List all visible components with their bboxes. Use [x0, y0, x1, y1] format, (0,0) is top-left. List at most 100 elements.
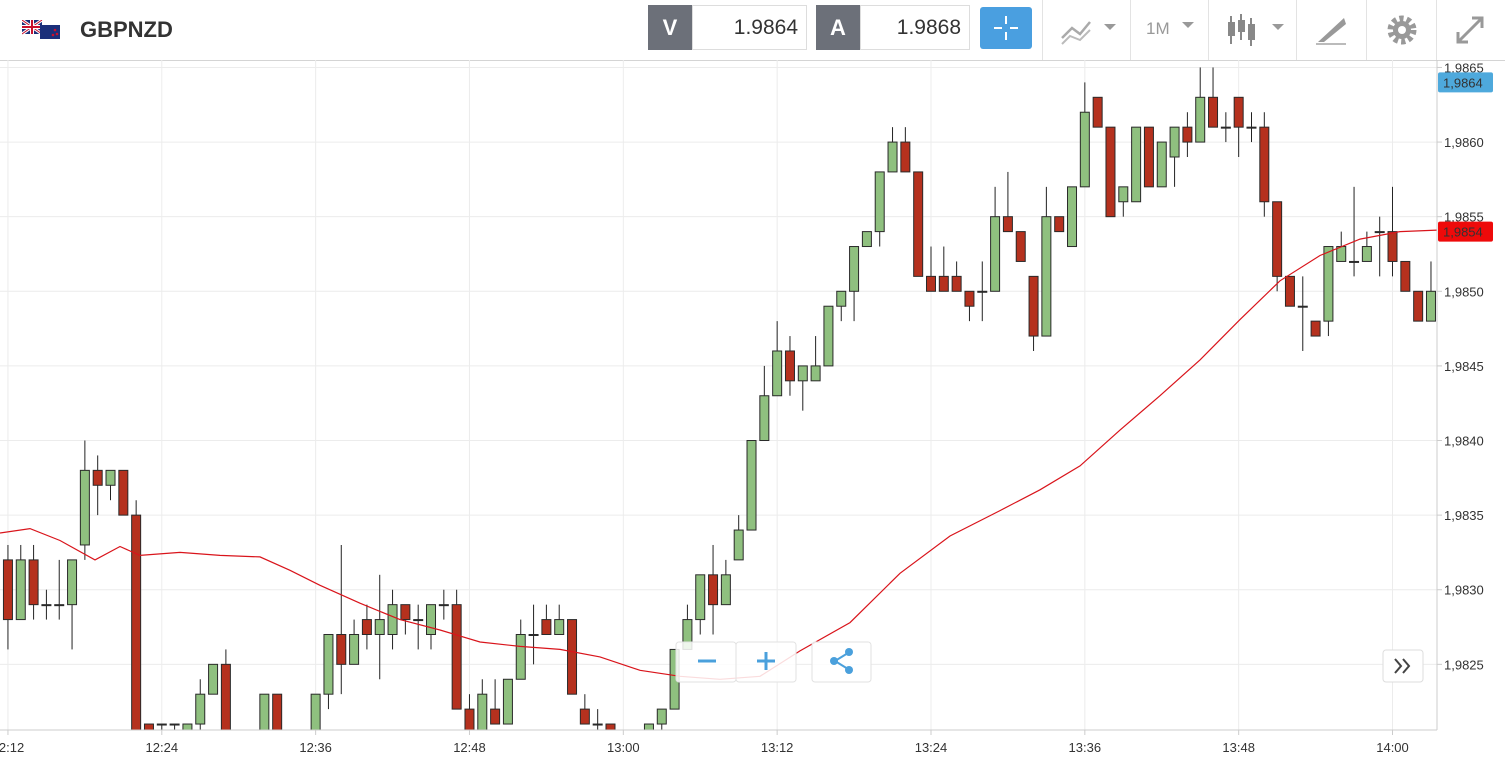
candle-body: [554, 619, 565, 635]
candle-body: [272, 693, 283, 730]
candle-body: [772, 350, 783, 397]
x-tick-label: 12:36: [299, 740, 332, 755]
timeframe-caret[interactable]: [1180, 18, 1196, 30]
candle-body: [695, 574, 706, 621]
candle-body: [708, 574, 719, 606]
x-tick-label: 12:12: [0, 740, 24, 755]
y-tick-label: 1,9840: [1444, 434, 1484, 449]
candle-body: [541, 619, 552, 635]
x-tick-label: 14:00: [1376, 740, 1409, 755]
candle-body: [1105, 126, 1116, 218]
price-tag-label: 1,9854: [1443, 225, 1483, 240]
candle-body: [925, 275, 936, 292]
candle-body: [1310, 320, 1321, 337]
y-tick-label: 1,9860: [1444, 135, 1484, 150]
candle-body: [1297, 305, 1308, 308]
candle-body: [900, 141, 911, 173]
candle-body: [323, 633, 334, 695]
candle-body: [54, 604, 65, 607]
candle-body: [259, 693, 270, 730]
candle-body: [579, 708, 590, 725]
candle-body: [105, 469, 116, 486]
candle-body: [759, 395, 770, 442]
candle-body: [643, 723, 654, 730]
candle-body: [1143, 126, 1154, 188]
chart-type-button[interactable]: [1226, 12, 1286, 48]
plot-area: [0, 67, 1437, 730]
candle-body: [1131, 126, 1142, 203]
x-tick-label: 12:24: [146, 740, 179, 755]
candle-body: [746, 440, 757, 531]
x-tick-label: 13:48: [1222, 740, 1255, 755]
candle-body: [874, 171, 885, 233]
candle-body: [67, 559, 78, 606]
y-tick-label: 1,9845: [1444, 359, 1484, 374]
zoom-in-icon: [757, 652, 775, 670]
candle-body: [515, 633, 526, 680]
moving-average-line: [0, 229, 1437, 680]
crosshair-button[interactable]: [980, 7, 1032, 49]
candle-body: [797, 365, 808, 382]
candle-body: [913, 171, 924, 277]
candle-body: [464, 708, 475, 730]
sell-price[interactable]: 1.9864: [692, 5, 807, 50]
candle-body: [1413, 290, 1424, 322]
share-button[interactable]: [811, 641, 872, 683]
candle-body: [1323, 246, 1334, 322]
candle-body: [964, 290, 975, 307]
settings-button[interactable]: [1384, 12, 1420, 48]
candle-body: [951, 275, 962, 292]
candle-body: [2, 559, 13, 621]
candle-body: [41, 604, 52, 607]
candle-body: [1208, 96, 1219, 128]
candle-body: [784, 350, 795, 382]
price-tag: [1438, 72, 1493, 93]
candle-body: [1195, 96, 1206, 143]
candle-body: [143, 723, 154, 730]
candle-body: [349, 633, 360, 665]
candle-body: [836, 290, 847, 307]
buy-label[interactable]: A: [816, 5, 860, 50]
candle-body: [1259, 126, 1270, 203]
candle-body: [1336, 246, 1347, 262]
buy-price[interactable]: 1.9868: [860, 5, 970, 50]
candle-body: [733, 529, 744, 561]
y-tick-label: 1,9825: [1444, 657, 1484, 672]
x-tick-label: 12:48: [453, 740, 486, 755]
candle-body: [1028, 275, 1039, 337]
candle-body: [387, 604, 398, 635]
candle-body: [605, 723, 616, 730]
candle-body: [1374, 231, 1385, 234]
y-tick-label: 1,9855: [1444, 210, 1484, 225]
candle-body: [92, 469, 103, 486]
candle-body: [1015, 231, 1026, 262]
candle-body: [1400, 260, 1411, 292]
candle-body: [1079, 111, 1090, 188]
x-tick-label: 13:00: [607, 740, 640, 755]
draw-button[interactable]: [1314, 14, 1350, 46]
candle-body: [220, 663, 231, 730]
sell-label[interactable]: V: [648, 5, 692, 50]
candle-body: [169, 723, 180, 726]
timeframe[interactable]: 1M: [1146, 19, 1170, 38]
candle-body: [1349, 260, 1360, 263]
toolbar: GBPNZD V 1.9864 A 1.9868 1M: [0, 0, 1505, 61]
candle-body: [1002, 216, 1013, 233]
candle-body: [1220, 126, 1231, 129]
candle-body: [887, 141, 898, 173]
candle-body: [1054, 216, 1065, 233]
candle-body: [1156, 141, 1167, 188]
price-tag: [1438, 221, 1493, 242]
candle-body: [1272, 201, 1283, 277]
candle-body: [28, 559, 39, 606]
indicator-button[interactable]: [1060, 16, 1120, 46]
fullscreen-button[interactable]: [1452, 12, 1488, 48]
candle-body: [1361, 246, 1372, 262]
flag-icon: [22, 20, 60, 39]
candle-body: [426, 604, 437, 635]
candle-body: [182, 723, 193, 730]
candle-body: [1233, 96, 1244, 128]
scroll-right-button[interactable]: [1382, 649, 1424, 683]
candle-body: [1246, 126, 1257, 129]
